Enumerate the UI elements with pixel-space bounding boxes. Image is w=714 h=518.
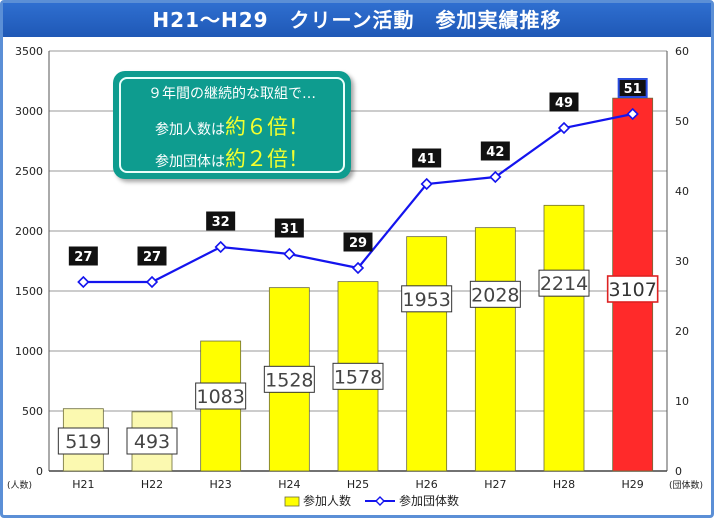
- line-value-box: [137, 246, 167, 266]
- bar-value-box: [606, 275, 659, 303]
- line-marker: [214, 240, 227, 254]
- left-tick-label: 3500: [15, 45, 43, 58]
- x-tick-label: H28: [553, 478, 575, 491]
- line-value-box: [549, 92, 579, 112]
- line-value-box: [206, 211, 236, 231]
- bar-value-label: 2214: [540, 273, 588, 295]
- line-marker: [626, 107, 639, 121]
- line-value-label: 31: [280, 222, 298, 237]
- bar-value-box: [195, 382, 247, 410]
- callout-line-2-prefix: 参加人数は: [155, 122, 225, 138]
- line-value-label: 51: [624, 82, 642, 97]
- bar-value-box: [57, 427, 109, 455]
- right-tick-label: 10: [675, 395, 689, 408]
- line-value-box: [68, 246, 98, 266]
- bar-value-label: 2028: [471, 284, 519, 306]
- callout-line-1: ９年間の継続的な取組で…: [148, 86, 316, 102]
- line-value-box: [412, 148, 442, 168]
- line-value-label: 32: [212, 215, 230, 230]
- line-series: [77, 107, 639, 289]
- bar: [543, 204, 585, 472]
- right-tick-label: 0: [675, 465, 682, 478]
- line-value-label: 27: [74, 250, 92, 265]
- bar-value-box: [263, 365, 315, 393]
- line-value-box: [343, 232, 373, 252]
- right-tick-label: 50: [675, 115, 689, 128]
- right-tick-label: 60: [675, 45, 689, 58]
- x-tick-label: H26: [416, 478, 438, 491]
- callout-box: ９年間の継続的な取組で… 参加人数は約６倍！ 参加団体は約２倍！: [113, 71, 351, 179]
- bar-value-label: 493: [134, 431, 170, 453]
- callout-line-2-emphasis: 約６倍！: [225, 115, 309, 139]
- right-tick-label: 30: [675, 255, 689, 268]
- line-marker: [351, 261, 365, 275]
- legend-label-bars: 参加人数: [303, 493, 351, 508]
- line-value-label: 41: [418, 152, 436, 167]
- bar-value-label: 519: [65, 431, 101, 453]
- x-tick-label: H22: [141, 478, 163, 491]
- bar-value-box: [126, 427, 178, 455]
- line-marker: [77, 275, 90, 289]
- bar-value-box: [332, 362, 384, 390]
- callout-line-3-prefix: 参加団体は: [155, 154, 225, 170]
- bar-value-box: [469, 280, 521, 308]
- line-marker: [489, 170, 502, 184]
- line-value-label: 49: [555, 96, 573, 111]
- x-tick-label: H25: [347, 478, 369, 491]
- callout-line-3-emphasis: 約２倍！: [225, 147, 309, 171]
- x-tick-label: H27: [484, 478, 506, 491]
- legend: 参加人数 参加団体数: [284, 493, 459, 508]
- left-tick-label: 3000: [15, 105, 43, 118]
- left-tick-label: 1500: [15, 285, 43, 298]
- x-tick-label: H29: [622, 478, 644, 491]
- data-labels: 519 493 1083 1528 1578 1953 2028 2214 3107 27 27 32…: [57, 78, 659, 455]
- left-tick-label: 500: [22, 405, 43, 418]
- callout-border: [119, 77, 345, 173]
- bar-value-label: 1578: [334, 366, 382, 388]
- legend-label-line: 参加団体数: [399, 493, 459, 508]
- line-value-label: 42: [486, 145, 504, 160]
- legend-swatch-bars: [284, 496, 300, 507]
- left-tick-label: 1000: [15, 345, 43, 358]
- bar: [406, 236, 448, 472]
- left-tick-label: 2000: [15, 225, 43, 238]
- line-marker: [557, 121, 571, 135]
- bar-value-label: 1953: [402, 289, 450, 311]
- bar-value-box: [401, 285, 453, 313]
- left-tick-label: 0: [36, 465, 43, 478]
- bar-value-label: 3107: [608, 279, 656, 301]
- right-tick-label: 20: [675, 325, 689, 338]
- line-marker: [420, 177, 433, 191]
- left-axis-label: (人数): [7, 479, 32, 491]
- callout-line-3: 参加団体は約２倍！: [113, 143, 351, 173]
- line-value-box: [274, 218, 304, 238]
- line-value-label: 27: [143, 250, 161, 265]
- bar-value-box: [538, 269, 590, 297]
- bar-value-label: 1528: [265, 369, 313, 391]
- bar-value-label: 1083: [196, 386, 244, 408]
- line-marker: [145, 275, 159, 289]
- line-value-label: 29: [349, 236, 367, 251]
- right-axis-label: (団体数): [669, 479, 703, 491]
- chart-svg: 0 500 1000 1500 2000 2500 3000 3500 0 10 20 30 40 50 6…: [7, 45, 703, 508]
- chart-title: H21～H29 クリーン活動 参加実績推移: [152, 8, 562, 32]
- title-bar: H21～H29 クリーン活動 参加実績推移: [3, 3, 711, 37]
- bar: [474, 227, 516, 472]
- left-tick-label: 2500: [15, 165, 43, 178]
- line-value-box: [617, 78, 648, 98]
- line-marker: [283, 247, 296, 261]
- legend-marker-line: [375, 496, 385, 506]
- x-tick-label: H23: [210, 478, 232, 491]
- x-tick-label: H21: [72, 478, 94, 491]
- right-tick-label: 40: [675, 185, 689, 198]
- x-tick-label: H24: [278, 478, 300, 491]
- line-value-box: [480, 141, 510, 161]
- callout-line-2: 参加人数は約６倍！: [113, 111, 351, 141]
